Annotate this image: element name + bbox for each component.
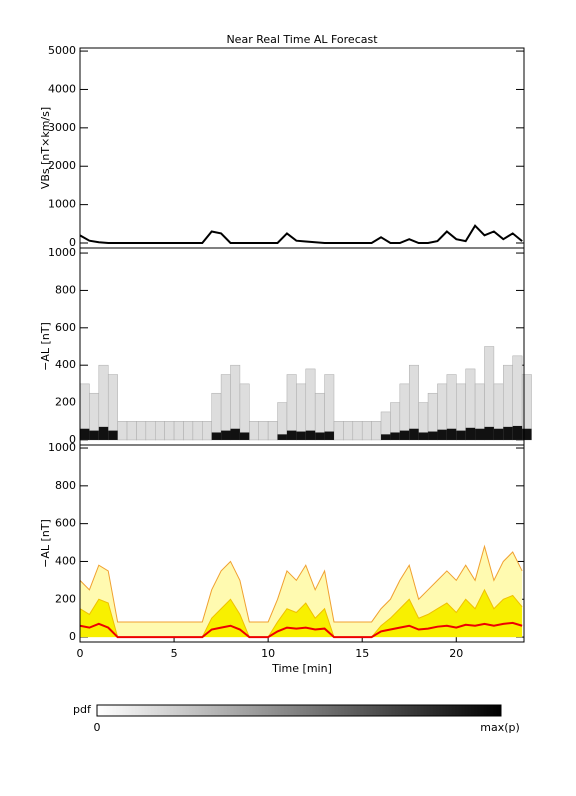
density-core xyxy=(465,427,476,440)
line xyxy=(79,544,523,623)
density-core xyxy=(221,430,231,440)
x-tick-label: 5 xyxy=(171,647,178,660)
y-tick-label: 4000 xyxy=(48,82,76,95)
density-core xyxy=(428,431,438,440)
y-tick-label: 0 xyxy=(69,236,76,249)
x-tick-label: 0 xyxy=(77,647,84,660)
y-tick-label: 600 xyxy=(55,321,76,334)
density-cell xyxy=(126,421,137,441)
density-cell xyxy=(117,421,128,441)
line xyxy=(79,621,523,639)
y-tick-label: 400 xyxy=(55,358,76,371)
density-core xyxy=(437,429,447,440)
y-tick-label: 2000 xyxy=(48,159,76,172)
y-tick-label: 200 xyxy=(55,592,76,605)
density-core xyxy=(493,428,504,440)
x-tick-label: 20 xyxy=(449,647,463,660)
density-cell xyxy=(136,421,147,441)
density-core xyxy=(286,430,297,440)
density-core xyxy=(484,426,494,440)
density-cell xyxy=(249,421,259,441)
plot-frame xyxy=(79,444,525,643)
density-core xyxy=(324,431,334,440)
density-core xyxy=(305,430,316,440)
density-cell xyxy=(286,374,297,441)
density-core xyxy=(296,431,306,440)
density-cell xyxy=(173,421,184,441)
y-tick-label: 1000 xyxy=(48,198,76,211)
density-core xyxy=(418,432,429,440)
density-cell xyxy=(371,421,382,441)
y-tick-label: 1000 xyxy=(48,246,76,259)
colorbar-label: pdf xyxy=(73,703,92,716)
density-core xyxy=(522,428,532,440)
density-cell xyxy=(324,374,335,441)
density-core xyxy=(456,430,466,440)
density-core xyxy=(446,428,457,440)
density-cell xyxy=(484,346,495,441)
density-core xyxy=(211,432,222,440)
y-tick-label: 3000 xyxy=(48,121,76,134)
density-cell xyxy=(305,368,316,441)
colorbar-min: 0 xyxy=(94,721,101,734)
density-cell xyxy=(145,421,156,441)
line xyxy=(79,224,523,245)
density-cell xyxy=(267,421,278,441)
colorbar xyxy=(96,704,502,717)
density-core xyxy=(239,432,250,440)
y-tick-label: 200 xyxy=(55,396,76,409)
x-tick-label: 15 xyxy=(355,647,369,660)
density-cell xyxy=(333,421,344,441)
density-cell xyxy=(107,374,118,441)
density-core xyxy=(277,434,287,440)
y-axis-label: −AL [nT] xyxy=(39,519,52,568)
density-core xyxy=(503,426,513,440)
y-tick-label: 1000 xyxy=(48,441,76,454)
density-cell xyxy=(239,383,250,441)
density-core xyxy=(230,428,240,440)
density-core xyxy=(315,432,325,440)
area xyxy=(80,589,523,638)
density-core xyxy=(98,426,109,440)
x-axis-label: Time [min] xyxy=(271,662,332,675)
density-cell xyxy=(352,421,363,441)
density-cell xyxy=(220,374,231,441)
density-core xyxy=(108,430,118,440)
y-tick-label: 800 xyxy=(55,283,76,296)
colorbar-max: max(p) xyxy=(480,721,520,734)
chart-title: Near Real Time AL Forecast xyxy=(226,33,378,46)
density-core xyxy=(80,428,90,440)
plot-frame xyxy=(79,47,525,249)
x-tick-label: 10 xyxy=(261,647,275,660)
density-core xyxy=(512,425,523,440)
y-tick-label: 5000 xyxy=(48,44,76,57)
density-cell xyxy=(192,421,203,441)
density-cell xyxy=(164,421,175,441)
density-cell xyxy=(202,421,212,441)
density-cell xyxy=(155,421,165,441)
y-axis-label: −AL [nT] xyxy=(39,322,52,371)
density-cell xyxy=(361,421,372,441)
density-core xyxy=(399,430,410,440)
density-core xyxy=(390,432,400,440)
y-tick-label: 0 xyxy=(69,630,76,643)
density-cell xyxy=(183,421,194,441)
y-tick-label: 400 xyxy=(55,554,76,567)
density-core xyxy=(409,428,419,440)
density-cell xyxy=(258,421,269,441)
y-axis-label: VBs [nT×km/s] xyxy=(39,107,52,189)
y-tick-label: 0 xyxy=(69,433,76,446)
density-core xyxy=(381,434,391,440)
density-cell xyxy=(343,421,354,441)
y-tick-label: 600 xyxy=(55,517,76,530)
density-core xyxy=(89,430,99,440)
density-core xyxy=(475,428,485,440)
y-tick-label: 800 xyxy=(55,479,76,492)
